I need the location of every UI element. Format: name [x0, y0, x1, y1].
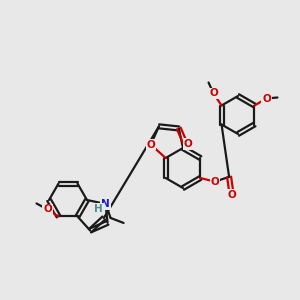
Text: O: O	[262, 94, 271, 103]
Text: O: O	[43, 205, 52, 214]
Text: H: H	[94, 204, 103, 214]
Text: N: N	[101, 199, 110, 209]
Text: O: O	[228, 190, 236, 200]
Text: O: O	[211, 177, 219, 187]
Text: O: O	[146, 140, 155, 150]
Text: O: O	[183, 139, 192, 149]
Text: O: O	[209, 88, 218, 98]
